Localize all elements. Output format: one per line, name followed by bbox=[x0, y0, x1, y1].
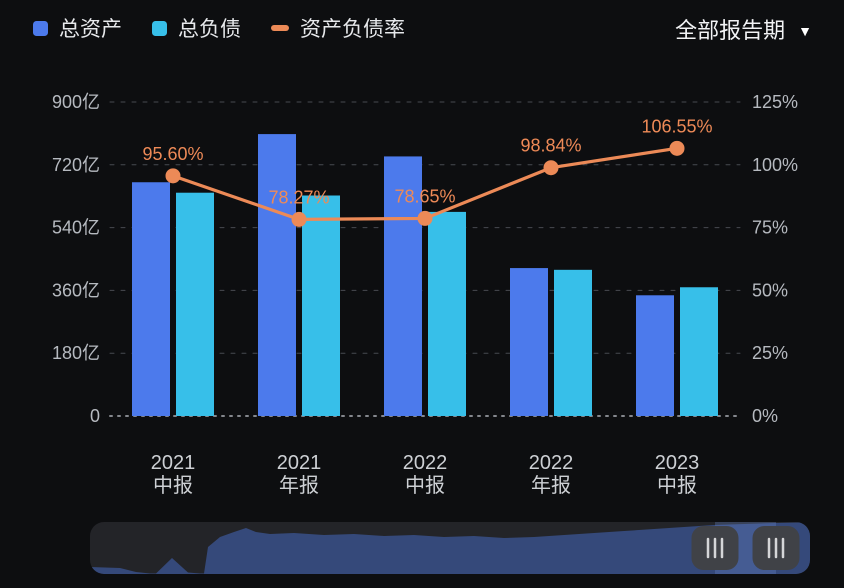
bar-total-assets-4[interactable] bbox=[636, 295, 674, 416]
debt-ratio-value-label: 78.27% bbox=[268, 187, 329, 207]
grip-icon bbox=[706, 537, 724, 559]
datazoom-handle-left[interactable] bbox=[691, 526, 739, 570]
grip-icon bbox=[767, 537, 785, 559]
bar-total-assets-0[interactable] bbox=[132, 182, 170, 416]
right-axis-tick: 125% bbox=[752, 92, 798, 112]
report-period-dropdown[interactable]: 全部报告期 ▼ bbox=[675, 13, 812, 45]
total-assets-swatch-icon bbox=[33, 20, 48, 36]
left-axis-tick: 720亿 bbox=[52, 155, 100, 175]
datazoom-preview-area bbox=[90, 522, 810, 574]
debt-ratio-swatch-icon bbox=[271, 25, 289, 31]
legend-label-total-assets: 总资产 bbox=[59, 18, 122, 41]
bar-total-liabilities-1[interactable] bbox=[302, 195, 340, 416]
datazoom-slider[interactable] bbox=[88, 520, 812, 576]
report-period-label: 全部报告期 bbox=[675, 18, 786, 43]
right-axis-tick: 50% bbox=[752, 280, 788, 300]
right-axis-tick: 75% bbox=[752, 218, 788, 238]
total-liabilities-swatch-icon bbox=[152, 20, 167, 36]
debt-ratio-value-label: 95.60% bbox=[142, 144, 203, 164]
left-axis-tick: 0 bbox=[90, 406, 100, 426]
debt-ratio-point-0[interactable] bbox=[165, 168, 181, 184]
debt-ratio-point-1[interactable] bbox=[291, 211, 307, 227]
right-axis-tick: 100% bbox=[752, 155, 798, 175]
legend-label-total-liabilities: 总负债 bbox=[178, 18, 241, 41]
legend-item-total-liabilities[interactable]: 总负债 bbox=[152, 13, 241, 43]
debt-ratio-value-label: 106.55% bbox=[641, 116, 712, 136]
chevron-down-icon: ▼ bbox=[798, 23, 812, 39]
bar-total-assets-3[interactable] bbox=[510, 268, 548, 416]
legend-item-debt-ratio[interactable]: 资产负债率 bbox=[271, 13, 405, 43]
left-axis-tick: 180亿 bbox=[52, 343, 100, 363]
bar-total-liabilities-3[interactable] bbox=[554, 269, 592, 416]
x-axis-label: 2021 中报 bbox=[151, 452, 196, 497]
debt-ratio-value-label: 78.65% bbox=[394, 186, 455, 206]
bar-total-liabilities-4[interactable] bbox=[680, 287, 718, 416]
x-axis-label: 2022 中报 bbox=[403, 452, 448, 497]
right-axis-tick: 0% bbox=[752, 406, 778, 426]
x-axis-label: 2021 年报 bbox=[277, 452, 322, 497]
x-axis-label: 2022 年报 bbox=[529, 452, 574, 497]
debt-ratio-point-4[interactable] bbox=[669, 140, 685, 156]
debt-ratio-point-3[interactable] bbox=[543, 160, 559, 176]
bar-total-liabilities-2[interactable] bbox=[428, 211, 466, 416]
right-axis-tick: 25% bbox=[752, 343, 788, 363]
debt-ratio-value-label: 98.84% bbox=[520, 136, 581, 156]
left-axis-tick: 540亿 bbox=[52, 218, 100, 238]
legend-item-total-assets[interactable]: 总资产 bbox=[33, 13, 122, 43]
bar-total-assets-1[interactable] bbox=[258, 134, 296, 416]
left-axis-tick: 360亿 bbox=[52, 280, 100, 300]
debt-ratio-point-2[interactable] bbox=[417, 210, 433, 226]
x-axis-label: 2023 中报 bbox=[655, 452, 700, 497]
bar-total-assets-2[interactable] bbox=[384, 156, 422, 416]
datazoom-handle-right[interactable] bbox=[752, 526, 800, 570]
legend-label-debt-ratio: 资产负债率 bbox=[300, 18, 405, 41]
bar-total-liabilities-0[interactable] bbox=[176, 192, 214, 416]
legend: 总资产 总负债 资产负债率 bbox=[33, 13, 405, 43]
debt-ratio-line bbox=[171, 146, 679, 221]
left-axis-tick: 900亿 bbox=[52, 92, 100, 112]
